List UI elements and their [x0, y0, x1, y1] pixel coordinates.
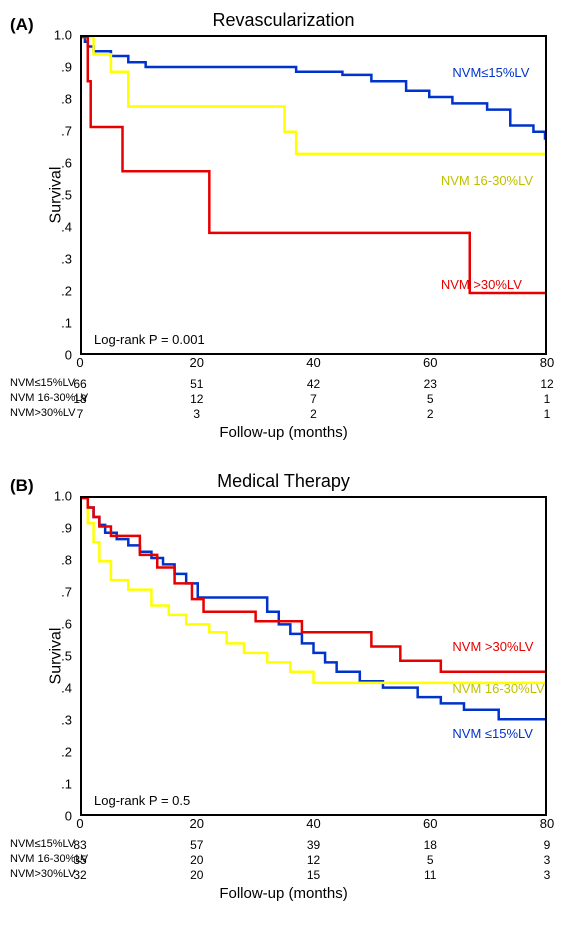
risk-row: NVM>30%LV73221 — [10, 407, 557, 422]
risk-cell: 12 — [190, 392, 203, 406]
series-label-high: NVM >30%LV — [452, 639, 533, 654]
risk-cell: 32 — [73, 868, 86, 882]
y-tick-label: 0 — [42, 348, 72, 363]
x-tick-label: 20 — [190, 355, 204, 370]
x-axis-label-a: Follow-up (months) — [10, 424, 557, 441]
risk-cells: 1812751 — [80, 392, 547, 407]
y-tick-label: .6 — [42, 617, 72, 632]
risk-row: NVM≤15%LV835739189 — [10, 838, 557, 853]
risk-cell: 2 — [310, 407, 317, 421]
series-label-low: NVM ≤15%LV — [452, 726, 533, 741]
km-curve-mid — [82, 37, 545, 154]
risk-cell: 23 — [424, 377, 437, 391]
chart-area-a: Log-rank P = 0.001 NVM≤15%LV NVM 16-30%LV… — [80, 35, 547, 355]
risk-cell: 3 — [544, 868, 551, 882]
risk-cells: 835739189 — [80, 838, 547, 853]
risk-cell: 11 — [424, 868, 436, 882]
x-axis-label-b: Follow-up (months) — [10, 885, 557, 902]
y-tick-label: .3 — [42, 713, 72, 728]
y-tick-label: .1 — [42, 777, 72, 792]
risk-cell: 7 — [310, 392, 317, 406]
risk-cell: 39 — [307, 838, 320, 852]
risk-cell: 15 — [307, 868, 320, 882]
risk-row: NVM 16-30%LV1812751 — [10, 392, 557, 407]
risk-table-b: NVM≤15%LV835739189NVM 16-30%LV35201253NV… — [10, 838, 557, 883]
y-tick-label: .8 — [42, 92, 72, 107]
km-curve-low — [82, 37, 545, 140]
risk-cells: 6651422312 — [80, 377, 547, 392]
y-tick-label: .2 — [42, 745, 72, 760]
risk-cell: 18 — [73, 392, 86, 406]
panel-a-label: (A) — [10, 15, 34, 35]
risk-cells: 35201253 — [80, 853, 547, 868]
panel-b: (B) Medical Therapy Survival 0.1.2.3.4.5… — [10, 471, 557, 902]
y-tick-label: .6 — [42, 156, 72, 171]
risk-cell: 12 — [540, 377, 553, 391]
risk-cells: 73221 — [80, 407, 547, 422]
x-tick-label: 60 — [423, 816, 437, 831]
km-curve-mid — [82, 498, 545, 683]
x-tick-label: 60 — [423, 355, 437, 370]
panel-a: (A) Revascularization Survival 0.1.2.3.4… — [10, 10, 557, 441]
panel-a-title: Revascularization — [10, 10, 557, 31]
risk-cell: 1 — [544, 392, 551, 406]
series-label-mid: NVM 16-30%LV — [452, 681, 544, 696]
y-tick-label: .7 — [42, 585, 72, 600]
logrank-a: Log-rank P = 0.001 — [94, 332, 205, 347]
y-tick-label: .5 — [42, 188, 72, 203]
risk-cell: 83 — [73, 838, 86, 852]
y-tick-label: .4 — [42, 220, 72, 235]
risk-cell: 42 — [307, 377, 320, 391]
series-label-high: NVM >30%LV — [441, 277, 522, 292]
y-tick-label: .2 — [42, 284, 72, 299]
y-tick-label: .7 — [42, 124, 72, 139]
y-tick-label: .3 — [42, 252, 72, 267]
x-tick-label: 20 — [190, 816, 204, 831]
y-tick-label: .1 — [42, 316, 72, 331]
x-tick-label: 80 — [540, 816, 554, 831]
risk-cell: 57 — [190, 838, 203, 852]
risk-cell: 66 — [73, 377, 86, 391]
y-tick-label: .5 — [42, 649, 72, 664]
x-tick-label: 0 — [76, 816, 83, 831]
y-tick-label: .4 — [42, 681, 72, 696]
risk-cell: 5 — [427, 392, 434, 406]
panel-b-label: (B) — [10, 476, 34, 496]
x-ticks-b: 020406080 — [80, 816, 547, 834]
km-plot-b — [82, 498, 545, 814]
logrank-b: Log-rank P = 0.5 — [94, 793, 190, 808]
risk-cell: 2 — [427, 407, 434, 421]
x-tick-label: 0 — [76, 355, 83, 370]
risk-cell: 9 — [544, 838, 551, 852]
x-tick-label: 40 — [306, 355, 320, 370]
y-tick-label: .9 — [42, 521, 72, 536]
panel-b-title: Medical Therapy — [10, 471, 557, 492]
y-tick-label: 1.0 — [42, 489, 72, 504]
x-ticks-a: 020406080 — [80, 355, 547, 373]
risk-table-a: NVM≤15%LV6651422312NVM 16-30%LV1812751NV… — [10, 377, 557, 422]
y-ticks-b: 0.1.2.3.4.5.6.7.8.91.0 — [50, 496, 78, 816]
risk-row: NVM≤15%LV6651422312 — [10, 377, 557, 392]
y-tick-label: .9 — [42, 60, 72, 75]
km-plot-a — [82, 37, 545, 353]
x-tick-label: 40 — [306, 816, 320, 831]
risk-cells: 322015113 — [80, 868, 547, 883]
risk-row: NVM 16-30%LV35201253 — [10, 853, 557, 868]
y-ticks-a: 0.1.2.3.4.5.6.7.8.91.0 — [50, 35, 78, 355]
risk-row: NVM>30%LV322015113 — [10, 868, 557, 883]
chart-area-b: Log-rank P = 0.5 NVM ≤15%LV NVM 16-30%LV N… — [80, 496, 547, 816]
risk-cell: 3 — [193, 407, 200, 421]
risk-cell: 51 — [190, 377, 203, 391]
series-label-low: NVM≤15%LV — [452, 65, 529, 80]
risk-cell: 1 — [544, 407, 551, 421]
y-tick-label: 1.0 — [42, 28, 72, 43]
y-tick-label: 0 — [42, 809, 72, 824]
y-tick-label: .8 — [42, 553, 72, 568]
risk-cell: 20 — [190, 868, 203, 882]
series-label-mid: NVM 16-30%LV — [441, 173, 533, 188]
risk-cell: 18 — [424, 838, 437, 852]
risk-cell: 7 — [77, 407, 84, 421]
x-tick-label: 80 — [540, 355, 554, 370]
